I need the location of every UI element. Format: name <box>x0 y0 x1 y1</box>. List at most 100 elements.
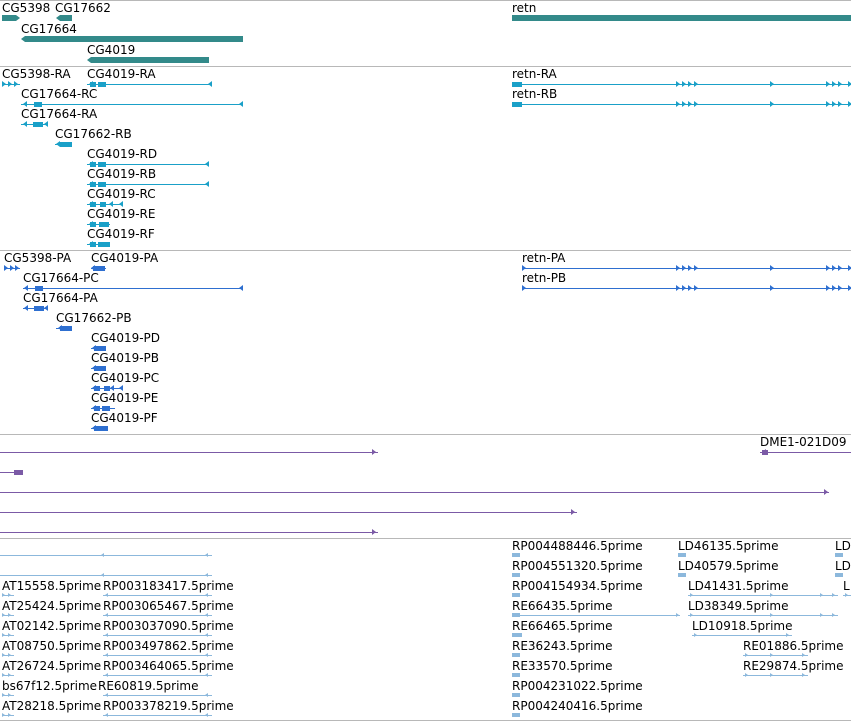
est-label[interactable]: LD46135.5prime <box>678 539 779 553</box>
exon-box <box>102 406 110 411</box>
strand-arrow <box>205 181 209 187</box>
strand-arrow <box>101 573 104 577</box>
est-label[interactable]: LD41431.5prime <box>688 579 789 593</box>
strand-arrow <box>44 305 48 311</box>
est-label[interactable]: LD <box>835 559 851 573</box>
est-label[interactable]: RE36243.5prime <box>512 639 613 653</box>
est-block <box>512 713 520 717</box>
strand-arrow <box>105 593 108 597</box>
protein-label-retn-pb[interactable]: retn-PB <box>522 271 567 285</box>
est-label[interactable]: RP004154934.5prime <box>512 579 643 593</box>
transcript-label-cg17664-rc[interactable]: CG17664-RC <box>21 87 98 101</box>
est-label[interactable]: RE66435.5prime <box>512 599 613 613</box>
strand-arrow <box>770 613 773 617</box>
strand-arrow <box>110 385 114 391</box>
est-label[interactable]: RE29874.5prime <box>743 659 844 673</box>
est-label[interactable]: AT26724.5prime <box>2 659 102 673</box>
gene-bar <box>56 15 72 21</box>
transcript-label-cg4019-re[interactable]: CG4019-RE <box>87 207 156 221</box>
transcript-label-cg4019-rf[interactable]: CG4019-RF <box>87 227 155 241</box>
est-label[interactable]: AT02142.5prime <box>2 619 102 633</box>
strand-arrow <box>205 613 208 617</box>
protein-label-cg4019-pb[interactable]: CG4019-PB <box>91 351 160 365</box>
est-label[interactable]: RE01886.5prime <box>743 639 844 653</box>
gene-label-cg4019[interactable]: CG4019 <box>87 43 136 57</box>
protein-label-cg4019-pe[interactable]: CG4019-PE <box>91 391 159 405</box>
est-label[interactable]: L <box>843 579 850 593</box>
gene-track-glyphs <box>2 15 851 63</box>
est-label[interactable]: RP003378219.5prime <box>103 699 234 713</box>
protein-label-cg4019-pf[interactable]: CG4019-PF <box>91 411 158 425</box>
gene-label-cg17662[interactable]: CG17662 <box>55 1 111 15</box>
est-label[interactable]: AT15558.5prime <box>2 579 102 593</box>
est-label[interactable]: RP003183417.5prime <box>103 579 234 593</box>
strand-arrow <box>105 673 108 677</box>
est-label[interactable]: RP004240416.5prime <box>512 699 643 713</box>
strand-arrow <box>15 265 19 271</box>
clone-track-glyphs <box>0 449 851 535</box>
gene-label-retn[interactable]: retn <box>512 1 537 15</box>
est-block <box>512 633 522 637</box>
strand-arrow <box>8 81 12 87</box>
strand-arrow <box>838 285 842 291</box>
est-label[interactable]: LD <box>835 539 851 553</box>
est-label[interactable]: RE60819.5prime <box>98 679 199 693</box>
strand-arrow <box>832 593 835 597</box>
transcript-label-cg4019-ra[interactable]: CG4019-RA <box>87 67 156 81</box>
transcript-label-cg4019-rc[interactable]: CG4019-RC <box>87 187 156 201</box>
est-label[interactable]: RE66465.5prime <box>512 619 613 633</box>
est-label[interactable]: LD38349.5prime <box>688 599 789 613</box>
est-label[interactable]: AT25424.5prime <box>2 599 102 613</box>
protein-label-cg4019-pc[interactable]: CG4019-PC <box>91 371 160 385</box>
exon-box <box>100 202 106 207</box>
strand-arrow <box>522 285 526 291</box>
strand-arrow <box>58 325 62 331</box>
est-label[interactable]: RP004551320.5prime <box>512 559 643 573</box>
est-label[interactable]: AT28218.5prime <box>2 699 102 713</box>
strand-arrow <box>848 81 851 87</box>
est-label[interactable]: RP003497862.5prime <box>103 639 234 653</box>
transcript-label-cg17664-ra[interactable]: CG17664-RA <box>21 107 98 121</box>
strand-arrow <box>205 673 208 677</box>
transcript-label-retn-ra[interactable]: retn-RA <box>512 67 557 81</box>
gene-label-cg5398[interactable]: CG5398 <box>2 1 51 15</box>
protein-label-cg5398-pa[interactable]: CG5398-PA <box>4 251 72 265</box>
strand-arrow <box>105 653 108 657</box>
strand-arrow <box>826 265 830 271</box>
strand-arrow <box>2 633 5 637</box>
transcript-label-cg17662-rb[interactable]: CG17662-RB <box>55 127 132 141</box>
est-label[interactable]: RP004231022.5prime <box>512 679 643 693</box>
strand-arrow <box>8 593 11 597</box>
protein-label-cg17664-pa[interactable]: CG17664-PA <box>23 291 98 305</box>
est-label[interactable]: RP004488446.5prime <box>512 539 643 553</box>
est-label[interactable]: LD10918.5prime <box>692 619 793 633</box>
est-label[interactable]: RP003037090.5prime <box>103 619 234 633</box>
est-label[interactable]: bs67f12.5prime <box>2 679 98 693</box>
strand-arrow <box>682 101 686 107</box>
est-label[interactable]: AT08750.5prime <box>2 639 102 653</box>
exon-box <box>104 386 110 391</box>
clone-label-dme1-021d09[interactable]: DME1-021D09 <box>760 435 847 449</box>
protein-label-cg4019-pd[interactable]: CG4019-PD <box>91 331 161 345</box>
gene-label-cg17664[interactable]: CG17664 <box>21 22 77 36</box>
est-label[interactable]: RP003464065.5prime <box>103 659 234 673</box>
transcript-label-cg5398-ra[interactable]: CG5398-RA <box>2 67 71 81</box>
protein-label-retn-pa[interactable]: retn-PA <box>522 251 566 265</box>
strand-arrow <box>688 285 692 291</box>
est-label[interactable]: LD40579.5prime <box>678 559 779 573</box>
strand-arrow <box>205 633 208 637</box>
est-label[interactable]: RP003065467.5prime <box>103 599 234 613</box>
exon-box <box>94 426 108 431</box>
gene-bar <box>2 15 20 21</box>
exon-box <box>33 122 43 127</box>
strand-arrow <box>205 573 208 577</box>
protein-label-cg17662-pb[interactable]: CG17662-PB <box>56 311 132 325</box>
transcript-label-cg4019-rb[interactable]: CG4019-RB <box>87 167 157 181</box>
est-label[interactable]: RE33570.5prime <box>512 659 613 673</box>
strand-arrow <box>676 101 680 107</box>
protein-label-cg4019-pa[interactable]: CG4019-PA <box>91 251 159 265</box>
protein-label-cg17664-pc[interactable]: CG17664-PC <box>23 271 99 285</box>
transcript-label-cg4019-rd[interactable]: CG4019-RD <box>87 147 158 161</box>
transcript-label-retn-rb[interactable]: retn-RB <box>512 87 558 101</box>
